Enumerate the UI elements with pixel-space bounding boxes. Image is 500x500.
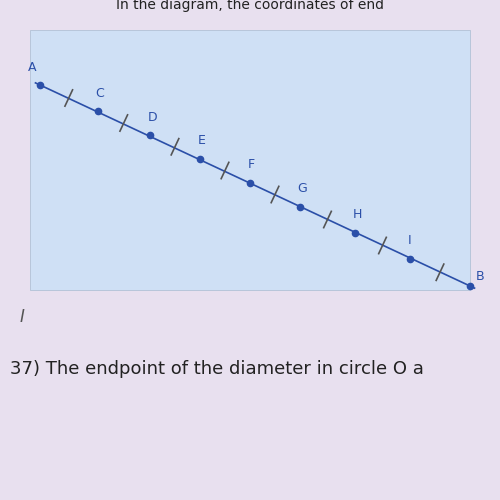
Text: E: E bbox=[198, 134, 205, 147]
Text: H: H bbox=[352, 208, 362, 222]
Bar bbox=[30, 30, 470, 290]
Text: F: F bbox=[248, 158, 254, 172]
Text: 37) The endpoint of the diameter in circle O a: 37) The endpoint of the diameter in circ… bbox=[10, 360, 424, 378]
Text: In the diagram, the coordinates of end: In the diagram, the coordinates of end bbox=[116, 0, 384, 12]
Text: C: C bbox=[95, 87, 104, 100]
Text: I: I bbox=[20, 308, 25, 326]
Text: A: A bbox=[28, 61, 36, 74]
Text: I: I bbox=[408, 234, 411, 248]
Text: G: G bbox=[298, 182, 307, 196]
Text: B: B bbox=[476, 270, 484, 283]
Text: D: D bbox=[148, 111, 157, 124]
